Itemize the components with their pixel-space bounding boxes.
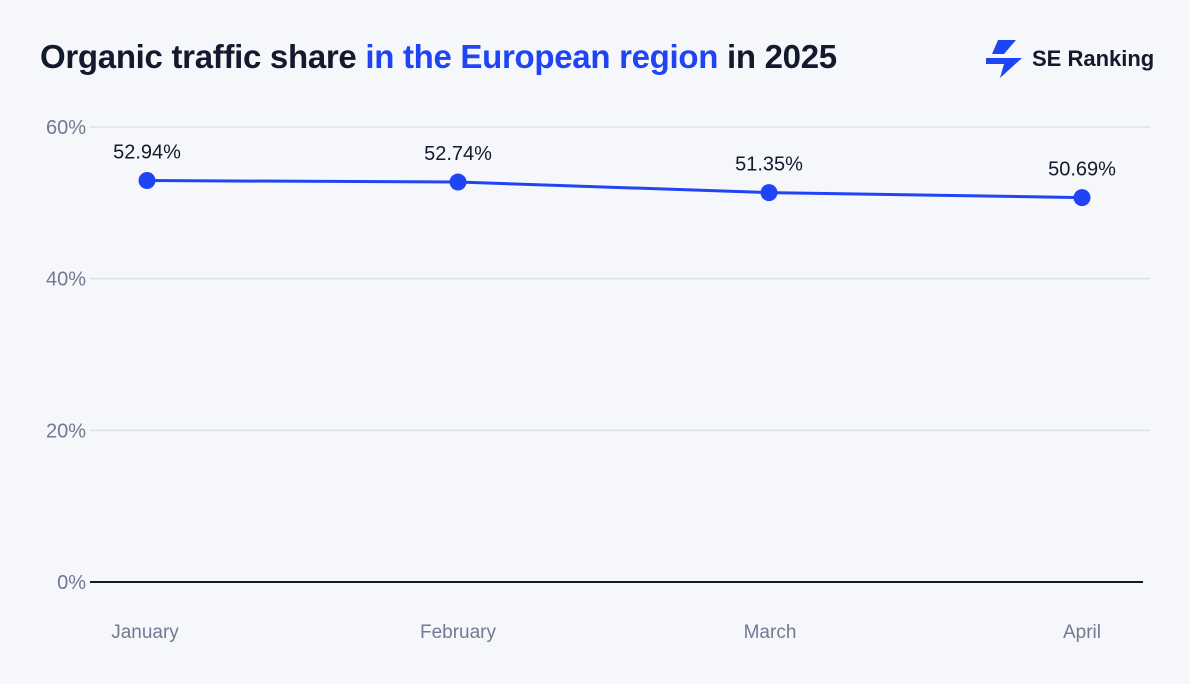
brand-name: SE Ranking	[1032, 46, 1155, 71]
lightning-bolt-icon	[986, 40, 1022, 78]
x-tick-label: March	[744, 622, 797, 643]
y-tick-label: 40%	[46, 269, 86, 291]
y-tick-label: 20%	[46, 420, 86, 442]
data-label: 50.69%	[1048, 159, 1116, 181]
title-part-3: in 2025	[718, 38, 837, 75]
data-label: 52.94%	[113, 142, 181, 164]
title-part-1: Organic traffic share	[40, 38, 366, 75]
data-label: 52.74%	[424, 143, 492, 165]
series-line	[146, 179, 1083, 200]
data-point	[760, 184, 778, 202]
title-highlight: in the European region	[365, 38, 719, 75]
y-tick-label: 0%	[57, 572, 86, 594]
data-point	[138, 172, 156, 190]
data-label: 51.35%	[735, 154, 803, 176]
x-tick-label: February	[420, 622, 497, 643]
data-point	[449, 173, 467, 191]
x-tick-label: April	[1063, 622, 1101, 643]
x-tick-label: January	[111, 622, 179, 643]
data-point	[1073, 189, 1091, 207]
y-tick-label: 60%	[46, 117, 86, 139]
chart-title: Organic traffic share in the European re…	[40, 38, 837, 76]
brand-logo: SE Ranking	[986, 40, 1154, 78]
